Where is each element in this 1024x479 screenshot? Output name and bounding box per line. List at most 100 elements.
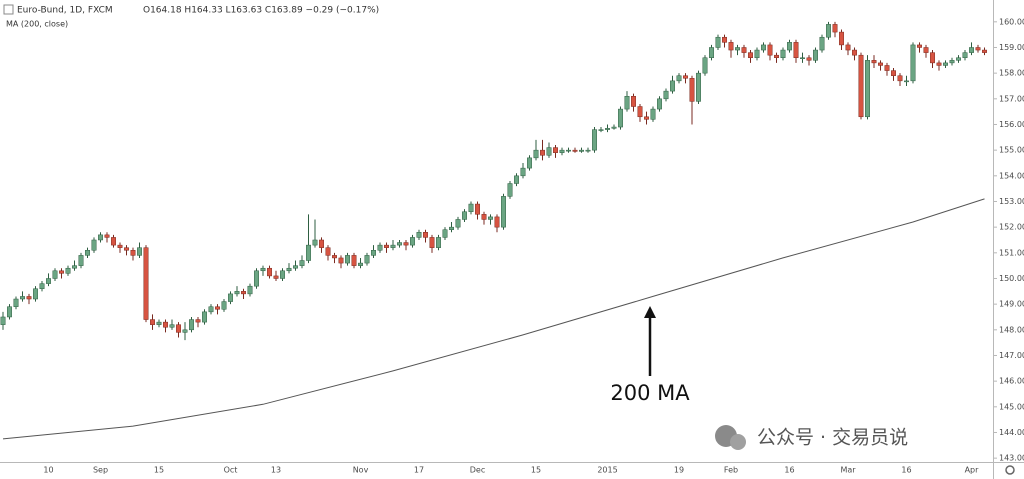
candle-body [104, 234, 110, 238]
candle-body [449, 226, 454, 230]
candle-body [800, 57, 805, 59]
candle-body [494, 216, 500, 228]
moving-average-line [2, 198, 985, 440]
y-tick-label: 155.00 [999, 146, 1024, 155]
candle-body [709, 47, 714, 58]
x-tick-label: 15 [531, 466, 541, 475]
candle-body [234, 291, 240, 295]
candle-body [312, 239, 318, 246]
y-tick-label: 156.00 [999, 120, 1024, 129]
candle-body [195, 319, 201, 323]
candle-body [540, 149, 545, 156]
candle-body [72, 265, 77, 269]
plot-area [0, 21, 987, 440]
candle-body [91, 239, 97, 251]
candle-body [215, 306, 220, 310]
candle-body [7, 306, 12, 318]
settings-button[interactable] [1005, 465, 1015, 475]
candle-body [663, 90, 669, 100]
candle-body [475, 203, 480, 215]
candle-body [124, 247, 129, 251]
candle-body [787, 42, 792, 51]
candle-body [286, 267, 292, 272]
candle-body [832, 24, 838, 33]
candle-body [299, 260, 305, 266]
candle-body [371, 250, 376, 256]
x-tick-label: 2015 [597, 466, 617, 475]
annotation-arrow-head [644, 306, 656, 318]
y-tick-label: 143.00 [999, 454, 1024, 463]
x-tick-label: 19 [674, 466, 684, 475]
candle-body [208, 306, 214, 313]
candle-body [865, 60, 870, 118]
symbol-title[interactable]: Euro-Bund, 1D, FXCM [17, 6, 113, 16]
candle-body [169, 324, 175, 328]
watermark-icon [715, 425, 746, 450]
candle-body [806, 57, 812, 61]
candle-body [455, 219, 461, 228]
candle-body [631, 96, 636, 107]
candle-body [403, 242, 409, 246]
candle-body [52, 270, 58, 279]
candle-body [566, 149, 571, 152]
y-tick-label: 157.00 [999, 94, 1024, 103]
candle-body [852, 49, 857, 56]
watermark: 公众号 · 交易员说 [757, 427, 908, 449]
candle-body [228, 293, 233, 302]
x-tick-label: Dec [470, 466, 485, 475]
candle-body [150, 319, 155, 325]
y-tick-label: 152.00 [999, 223, 1024, 232]
candle-body [364, 255, 370, 264]
candle-body [533, 149, 539, 159]
candle-body [891, 70, 896, 76]
y-tick-label: 148.00 [999, 325, 1024, 334]
candle-body [657, 98, 662, 110]
candle-body [514, 175, 519, 184]
candle-body [637, 106, 643, 118]
candle-body [241, 291, 246, 295]
candle-body [221, 301, 227, 310]
candle-body [501, 196, 506, 228]
x-tick-label: Apr [965, 466, 980, 475]
candle-body [546, 147, 552, 156]
candle-body [767, 44, 773, 56]
candle-body [98, 234, 103, 241]
y-tick-label: 151.00 [999, 248, 1024, 257]
x-tick-label: 10 [43, 466, 53, 475]
candle-body [943, 62, 948, 66]
candle-body [358, 262, 363, 266]
candle-body [982, 49, 987, 53]
candle-body [319, 239, 324, 248]
candle-body [871, 60, 877, 64]
candle-body [20, 296, 25, 300]
candle-body [306, 244, 311, 261]
candle-body [774, 54, 779, 59]
candle-body [748, 52, 753, 58]
ohlc-readout: O164.18 H164.33 L163.63 C163.89 −0.29 (−… [143, 6, 379, 16]
candle-body [390, 244, 396, 248]
candle-body [488, 216, 493, 220]
candle-body [611, 126, 617, 129]
candle-body [741, 47, 747, 53]
candle-body [858, 54, 864, 118]
y-tick-label: 153.00 [999, 197, 1024, 206]
x-tick-label: Mar [840, 466, 856, 475]
candle-body [156, 321, 162, 325]
candle-body [605, 128, 610, 130]
candle-body [780, 49, 786, 58]
x-tick-label: Oct [224, 466, 238, 475]
candle-body [436, 237, 441, 248]
candle-body [143, 247, 149, 320]
y-tick-label: 158.00 [999, 69, 1024, 78]
candle-body [826, 24, 831, 38]
candle-body [527, 157, 532, 169]
y-tick-label: 159.00 [999, 43, 1024, 52]
candle-body [962, 52, 968, 58]
annotation: 200 MA [610, 381, 690, 405]
candle-body [689, 78, 695, 102]
candle-body [585, 149, 591, 152]
candle-body [0, 316, 6, 325]
indicator-legend[interactable]: MA (200, close) [6, 20, 68, 29]
candle-body [897, 75, 903, 82]
y-tick-label: 149.00 [999, 300, 1024, 309]
